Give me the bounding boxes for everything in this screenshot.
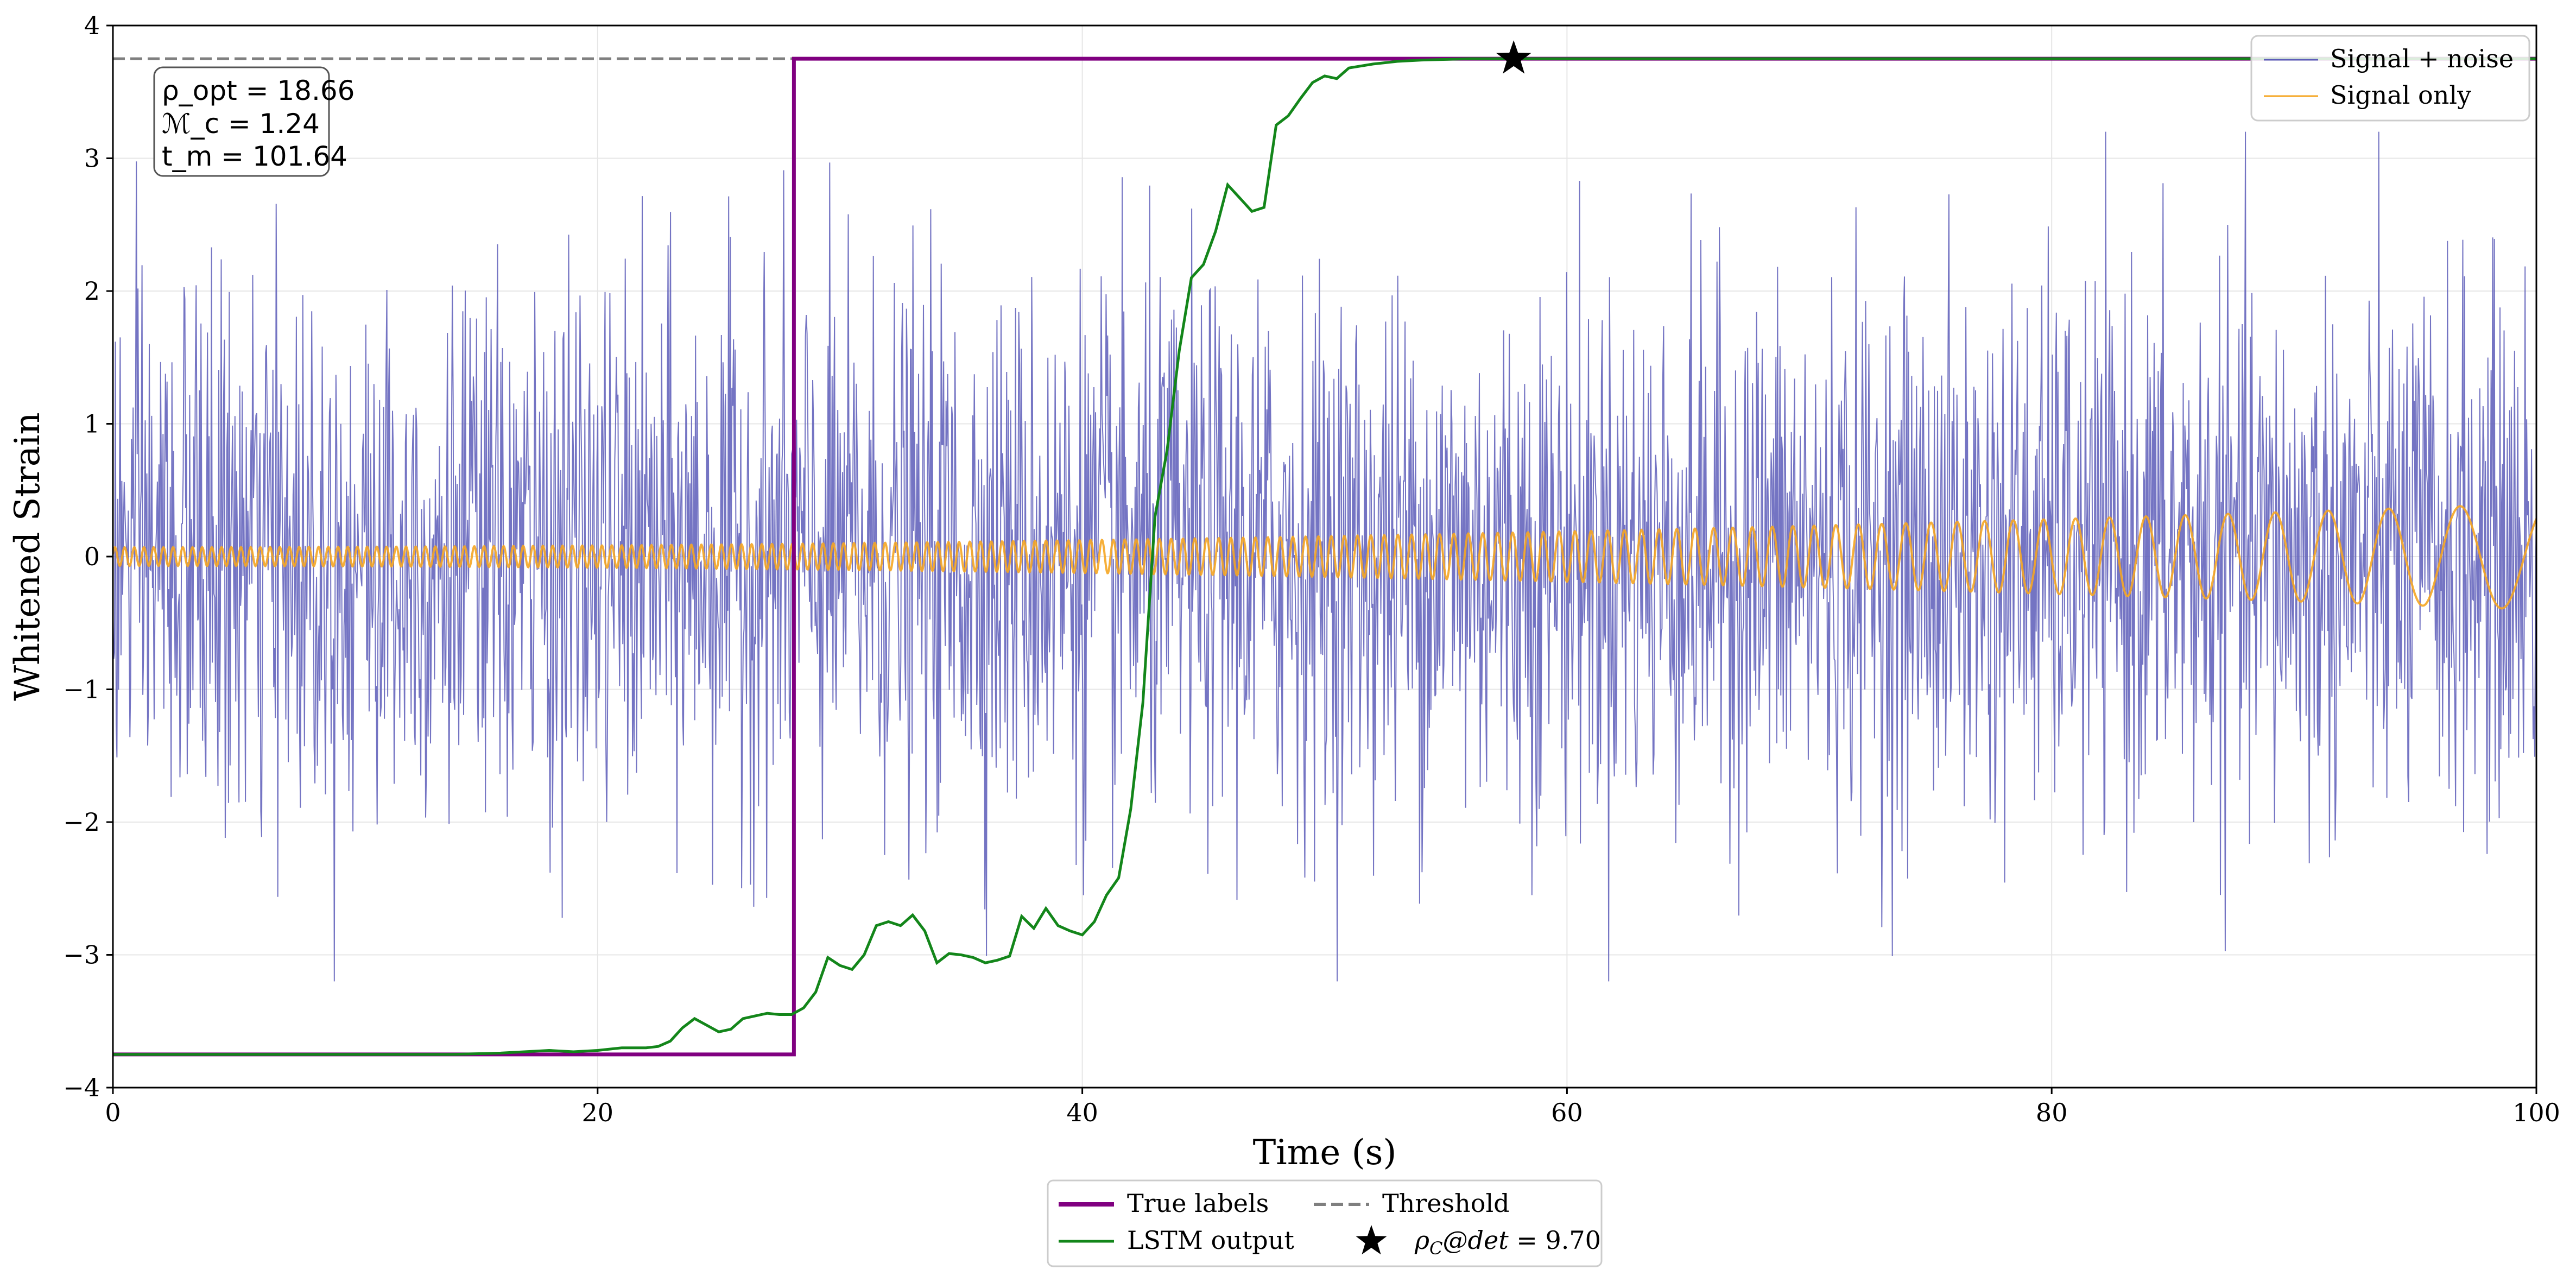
x-tick-label-1: 20 xyxy=(582,1098,614,1127)
y-tick-label-3: −1 xyxy=(63,675,100,704)
x-tick-label-0: 0 xyxy=(105,1098,121,1127)
annotation-line-merger-time: t_m = 101.64 xyxy=(162,141,347,172)
x-tick-label-5: 100 xyxy=(2512,1098,2560,1127)
annotation-frame xyxy=(153,66,330,177)
series-signal-only xyxy=(113,505,2536,610)
legend-lower: True labels Threshold LSTM output ρC@det… xyxy=(1047,1179,1603,1267)
x-tick-label-2: 40 xyxy=(1066,1098,1098,1127)
annotation-box: ρ_opt = 18.66 ℳ_c = 1.24 t_m = 101.64 xyxy=(153,66,355,177)
x-axis-label: Time (s) xyxy=(1253,1133,1397,1173)
annotation-line-rho-opt: ρ_opt = 18.66 xyxy=(162,75,355,106)
series-lstm-output xyxy=(113,57,2536,1056)
y-tick-label-6: 2 xyxy=(84,276,100,306)
series-layer xyxy=(113,56,2536,1057)
series-signal-plus-noise xyxy=(113,131,2536,982)
y-tick-label-5: 1 xyxy=(84,409,100,439)
annotation-line-chirp-mass: ℳ_c = 1.24 xyxy=(162,108,320,140)
legend-noise-label: Signal + noise xyxy=(2330,44,2514,73)
legend-lstm-label: LSTM output xyxy=(1127,1226,1294,1255)
legend-true-labels-label: True labels xyxy=(1127,1189,1269,1218)
y-tick-label-2: −2 xyxy=(63,807,100,837)
legend-signal-label: Signal only xyxy=(2330,80,2471,110)
legend-star-icon xyxy=(1356,1225,1387,1255)
legend-upper-frame xyxy=(2250,35,2530,122)
legend-lower-frame xyxy=(1047,1179,1603,1267)
y-tick-label-0: −4 xyxy=(63,1073,100,1102)
x-tick-label-3: 60 xyxy=(1551,1098,1583,1127)
legend-upper: Signal + noise Signal only xyxy=(2250,35,2530,122)
legend-star-label: ρC@det = 9.70 xyxy=(1414,1226,1601,1259)
y-tick-label-1: −3 xyxy=(63,940,100,970)
y-axis-label: Whitened Strain xyxy=(8,412,48,700)
y-tick-label-7: 3 xyxy=(84,144,100,173)
axis-ticks: 0 20 40 60 80 100 −4 −3 −2 −1 0 1 2 3 4 xyxy=(63,11,2560,1127)
x-tick-label-4: 80 xyxy=(2036,1098,2068,1127)
legend-threshold-label: Threshold xyxy=(1382,1189,1510,1218)
plot-area xyxy=(113,56,2536,1057)
y-tick-label-8: 4 xyxy=(84,11,100,40)
y-tick-label-4: 0 xyxy=(84,542,100,571)
detection-star-icon xyxy=(1496,40,1531,74)
